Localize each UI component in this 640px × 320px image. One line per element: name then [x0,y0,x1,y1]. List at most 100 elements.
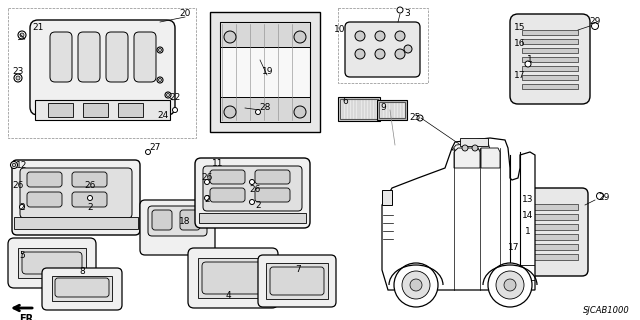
Circle shape [205,180,209,185]
Text: 12: 12 [16,161,28,170]
Circle shape [16,76,20,80]
Circle shape [20,33,24,37]
Text: 2: 2 [255,201,261,210]
FancyBboxPatch shape [188,248,278,308]
FancyBboxPatch shape [78,32,100,82]
Circle shape [496,271,524,299]
Circle shape [157,77,163,83]
Bar [338,8,428,83]
Circle shape [417,115,423,121]
FancyBboxPatch shape [255,170,290,184]
Bar [522,66,578,71]
FancyBboxPatch shape [180,210,200,230]
FancyBboxPatch shape [72,172,107,187]
Bar [516,244,578,250]
FancyBboxPatch shape [152,210,172,230]
Circle shape [159,78,161,82]
Ellipse shape [13,217,31,225]
Circle shape [410,279,422,291]
Text: 28: 28 [259,103,271,113]
Bar [340,99,378,119]
Bar [52,276,112,301]
Text: FR.: FR. [19,314,37,320]
Circle shape [12,163,16,167]
Bar [220,22,310,122]
Text: 3: 3 [404,10,410,19]
Bar [516,214,578,220]
FancyBboxPatch shape [106,32,128,82]
FancyBboxPatch shape [55,278,109,297]
Bar [35,100,170,120]
FancyBboxPatch shape [50,32,72,82]
Circle shape [145,149,150,155]
Text: 2: 2 [204,196,210,204]
Bar [516,234,578,240]
FancyBboxPatch shape [255,188,290,202]
Text: 26: 26 [12,180,24,189]
FancyBboxPatch shape [203,166,302,211]
Bar [522,48,578,53]
Text: 17: 17 [508,244,520,252]
Text: 20: 20 [179,10,191,19]
Bar [522,75,578,80]
FancyBboxPatch shape [140,200,215,255]
Text: SJCAB1000: SJCAB1000 [583,306,630,315]
Bar [220,22,310,47]
FancyBboxPatch shape [27,192,62,207]
FancyBboxPatch shape [30,20,175,115]
Text: 10: 10 [334,26,346,35]
Bar [382,190,392,205]
Circle shape [402,271,430,299]
FancyBboxPatch shape [195,158,310,228]
Text: 29: 29 [589,18,601,27]
Text: 25: 25 [410,114,420,123]
Circle shape [395,31,405,41]
Circle shape [255,109,260,115]
Text: 5: 5 [19,251,25,260]
Circle shape [355,49,365,59]
FancyBboxPatch shape [210,188,245,202]
Bar [516,204,578,210]
Text: 2: 2 [87,204,93,212]
Circle shape [596,193,604,199]
Text: 2: 2 [19,204,25,212]
Circle shape [224,106,236,118]
Text: 19: 19 [262,68,274,76]
Circle shape [250,180,255,185]
Polygon shape [481,148,500,168]
Circle shape [472,145,478,151]
FancyBboxPatch shape [72,192,107,207]
FancyBboxPatch shape [510,14,590,104]
Bar [460,138,488,146]
Ellipse shape [199,190,215,197]
Circle shape [404,45,412,53]
Circle shape [504,279,516,291]
Circle shape [14,74,22,82]
Circle shape [525,61,531,67]
FancyBboxPatch shape [258,255,336,307]
FancyBboxPatch shape [148,206,207,236]
Text: 1: 1 [525,228,531,236]
FancyBboxPatch shape [12,160,140,235]
FancyBboxPatch shape [8,238,96,288]
Text: 21: 21 [32,23,44,33]
Polygon shape [454,148,480,168]
Circle shape [462,145,468,151]
Text: 17: 17 [515,71,525,81]
Bar [48,103,73,117]
Circle shape [355,31,365,41]
Bar [377,100,407,120]
Bar [522,84,578,89]
Bar [338,97,380,121]
Text: 13: 13 [522,196,534,204]
FancyBboxPatch shape [20,168,132,218]
Ellipse shape [244,211,260,218]
FancyBboxPatch shape [210,170,245,184]
Text: 15: 15 [515,23,525,33]
Ellipse shape [199,206,215,213]
Bar [522,39,578,44]
Bar [198,258,268,298]
Text: 26: 26 [84,180,96,189]
FancyBboxPatch shape [270,267,324,295]
Text: 22: 22 [170,93,180,102]
